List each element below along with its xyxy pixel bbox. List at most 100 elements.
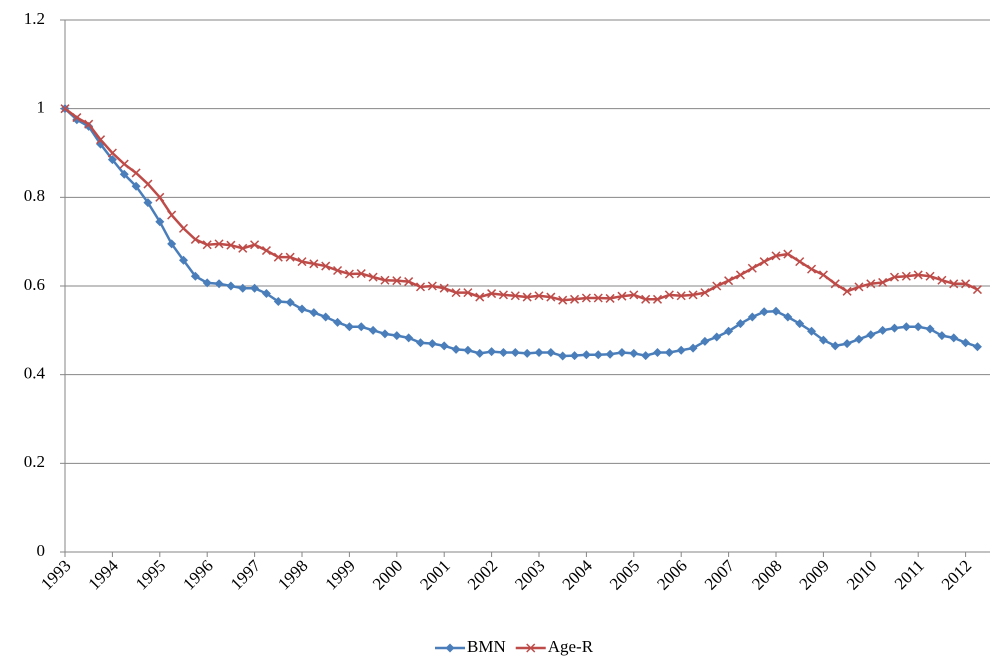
marker bbox=[653, 348, 662, 357]
marker bbox=[771, 306, 781, 316]
x-tick-label: 1996 bbox=[179, 556, 216, 593]
marker bbox=[830, 279, 840, 289]
marker bbox=[949, 333, 959, 343]
marker bbox=[913, 270, 923, 280]
marker bbox=[818, 270, 828, 280]
marker bbox=[463, 288, 473, 298]
x-tick-label: 2004 bbox=[559, 556, 597, 594]
marker bbox=[526, 643, 536, 653]
marker bbox=[700, 288, 710, 298]
marker bbox=[522, 292, 532, 302]
marker bbox=[368, 272, 378, 282]
marker bbox=[214, 239, 224, 249]
marker bbox=[830, 341, 840, 351]
marker bbox=[344, 322, 354, 332]
x-tick-label: 2006 bbox=[653, 556, 690, 593]
marker bbox=[629, 348, 639, 358]
marker bbox=[119, 159, 129, 169]
marker bbox=[131, 181, 141, 191]
marker bbox=[238, 243, 248, 253]
marker bbox=[747, 263, 757, 273]
marker bbox=[534, 291, 544, 301]
marker bbox=[96, 135, 106, 145]
marker bbox=[297, 257, 307, 267]
marker bbox=[214, 279, 224, 289]
marker bbox=[629, 290, 639, 300]
marker bbox=[143, 198, 153, 208]
marker bbox=[818, 335, 828, 345]
marker bbox=[143, 179, 153, 189]
marker bbox=[333, 265, 343, 276]
marker bbox=[273, 252, 283, 262]
marker bbox=[285, 252, 295, 262]
marker bbox=[735, 270, 745, 280]
x-tick-label: 2012 bbox=[938, 556, 975, 593]
marker bbox=[901, 322, 911, 332]
marker bbox=[321, 312, 331, 322]
marker bbox=[309, 259, 319, 269]
marker bbox=[356, 269, 366, 279]
marker bbox=[179, 255, 188, 265]
marker bbox=[190, 271, 200, 281]
marker bbox=[570, 351, 580, 361]
marker bbox=[676, 345, 686, 355]
marker bbox=[735, 319, 745, 329]
x-tick-label: 1995 bbox=[132, 556, 169, 593]
series-line bbox=[64, 107, 978, 358]
marker bbox=[427, 339, 437, 349]
marker bbox=[581, 350, 591, 360]
marker bbox=[676, 291, 686, 301]
marker bbox=[463, 345, 473, 355]
legend-label: BMN bbox=[467, 637, 506, 656]
marker bbox=[641, 294, 651, 304]
marker bbox=[107, 155, 117, 165]
marker bbox=[261, 246, 271, 256]
marker bbox=[901, 271, 911, 281]
legend-label: Age-R bbox=[548, 637, 594, 656]
marker bbox=[451, 288, 461, 298]
marker bbox=[226, 240, 236, 250]
marker bbox=[510, 348, 520, 357]
marker bbox=[724, 276, 734, 286]
marker bbox=[712, 332, 722, 342]
marker bbox=[155, 192, 165, 202]
x-tick-label: 1994 bbox=[85, 556, 123, 594]
marker bbox=[522, 348, 532, 358]
marker bbox=[344, 269, 354, 279]
marker bbox=[451, 344, 461, 354]
marker bbox=[356, 322, 366, 332]
marker bbox=[937, 331, 947, 341]
marker bbox=[475, 348, 485, 358]
marker bbox=[641, 351, 651, 361]
marker bbox=[913, 322, 923, 332]
marker bbox=[570, 294, 580, 304]
marker bbox=[605, 293, 615, 303]
marker bbox=[297, 304, 307, 314]
marker bbox=[250, 283, 260, 293]
x-tick-label: 2001 bbox=[416, 556, 453, 593]
marker bbox=[925, 271, 935, 281]
marker bbox=[131, 168, 141, 178]
marker bbox=[759, 307, 769, 317]
marker bbox=[380, 329, 390, 339]
marker bbox=[238, 283, 248, 293]
marker bbox=[889, 272, 900, 282]
marker bbox=[842, 286, 852, 296]
marker bbox=[72, 113, 82, 123]
marker bbox=[167, 210, 177, 220]
marker bbox=[285, 297, 295, 307]
marker bbox=[961, 338, 971, 348]
marker bbox=[605, 349, 615, 359]
y-tick-label: 1 bbox=[37, 98, 46, 117]
marker bbox=[60, 104, 70, 114]
marker bbox=[593, 350, 603, 360]
x-tick-label: 2002 bbox=[464, 556, 501, 593]
marker bbox=[487, 289, 497, 299]
marker bbox=[534, 348, 544, 357]
marker bbox=[226, 281, 236, 291]
marker bbox=[445, 643, 455, 653]
marker bbox=[84, 119, 94, 129]
marker bbox=[167, 239, 177, 249]
marker bbox=[807, 264, 817, 274]
marker bbox=[119, 169, 129, 179]
